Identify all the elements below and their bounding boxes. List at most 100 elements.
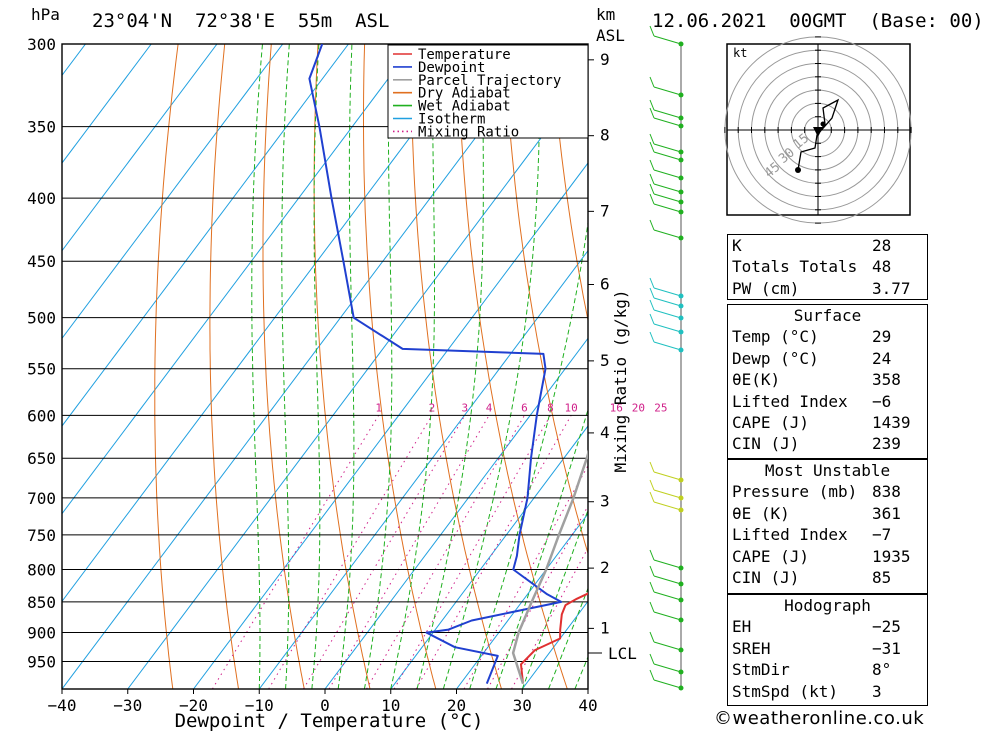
isotherm-line bbox=[62, 44, 547, 689]
axes: 1 2 3 4 6 8 10 16 20 25 −40 −30 −20 −10 0 10 20 30 40 1 2 3 4 5… bbox=[48, 50, 668, 715]
wind-barb-flag bbox=[649, 653, 655, 665]
surface-cape-label: CAPE (J) bbox=[732, 412, 810, 432]
hodograph-table-title: Hodograph bbox=[784, 596, 871, 615]
wind-barb bbox=[653, 151, 682, 161]
legend-label: Mixing Ratio bbox=[418, 124, 519, 140]
wind-barb-dot bbox=[678, 115, 684, 121]
stmdir-label: StmDir bbox=[732, 660, 790, 680]
mu-li-value: −7 bbox=[872, 525, 892, 545]
wet-adiabat-line bbox=[311, 44, 321, 689]
wind-barb bbox=[653, 35, 682, 45]
km-tick-label: 5 bbox=[600, 351, 610, 370]
wind-barb bbox=[653, 501, 682, 511]
mu-li-label: Lifted Index bbox=[732, 525, 848, 545]
mu-cape-label: CAPE (J) bbox=[732, 546, 810, 566]
isotherm-line bbox=[62, 44, 349, 427]
legend-label: Temperature bbox=[418, 47, 511, 63]
wind-barb-dot bbox=[678, 495, 684, 501]
km-tick-label: 9 bbox=[600, 50, 610, 69]
wind-barb bbox=[653, 591, 682, 601]
wind-barb-dot bbox=[678, 303, 684, 309]
wind-barb-flag bbox=[649, 99, 655, 111]
wind-barb-flag bbox=[649, 669, 655, 681]
plot-frame bbox=[61, 43, 589, 690]
wind-barb-flag bbox=[649, 141, 655, 153]
isotherm-line bbox=[62, 44, 481, 603]
wind-barb-dot bbox=[678, 685, 684, 691]
wind-barb-dot bbox=[678, 157, 684, 163]
x-tick-label: 0 bbox=[320, 696, 330, 715]
mixing-ratio-label: 3 bbox=[462, 401, 469, 414]
wind-barb bbox=[653, 297, 682, 307]
surface-dewp-label: Dewp (°C) bbox=[732, 348, 819, 368]
isotherm-line bbox=[0, 44, 20, 689]
wind-barb bbox=[653, 341, 682, 351]
km-tick-label: 3 bbox=[600, 492, 610, 511]
wind-barb-dot bbox=[678, 175, 684, 181]
x-axis-title: Dewpoint / Temperature (°C) bbox=[175, 710, 484, 732]
wet-adiabat-line bbox=[495, 407, 588, 689]
stmdir-value: 8° bbox=[872, 660, 892, 680]
wind-barb bbox=[653, 309, 682, 319]
wind-barb-dot bbox=[678, 597, 684, 603]
x-tick-label: 30 bbox=[513, 696, 532, 715]
dry-adiabat-line bbox=[410, 44, 502, 689]
pressure-tick-label: 750 bbox=[27, 526, 56, 545]
wind-barb bbox=[653, 641, 682, 651]
wind-barb-flag bbox=[649, 565, 655, 577]
hpa-unit-label: hPa bbox=[31, 5, 60, 24]
legend-box bbox=[387, 44, 589, 139]
most-unstable-table: Most Unstable Pressure (mb) 838 θE (K) 361… bbox=[727, 459, 928, 594]
wind-barb bbox=[653, 679, 682, 689]
wind-barb-dot bbox=[678, 565, 684, 571]
surface-li-value: −6 bbox=[872, 391, 892, 411]
wind-barb-flag bbox=[649, 277, 655, 289]
pressure-tick-label: 950 bbox=[27, 653, 56, 672]
wind-barb bbox=[653, 287, 682, 297]
tt-value: 48 bbox=[872, 257, 892, 277]
stmspd-value: 3 bbox=[872, 681, 882, 701]
wind-barb bbox=[653, 86, 682, 96]
mixing-ratio-line bbox=[393, 415, 551, 689]
pressure-tick-label: 450 bbox=[27, 252, 56, 271]
x-tick-label: −10 bbox=[245, 696, 274, 715]
lcl-label: LCL bbox=[608, 644, 637, 663]
series-line-parcel-trajectory bbox=[511, 449, 588, 684]
datetime-title: 12.06.2021 00GMT (Base: 00) bbox=[652, 10, 984, 32]
site-credit[interactable]: ©weatheronline.co.uk bbox=[714, 708, 925, 729]
x-tick-label: −30 bbox=[113, 696, 142, 715]
isotherm-line bbox=[456, 512, 588, 689]
hodograph-start-dot bbox=[795, 167, 801, 173]
dry-adiabat-line bbox=[924, 44, 1000, 689]
wind-barb bbox=[653, 193, 682, 203]
km-tick-label: 6 bbox=[600, 275, 610, 294]
surface-theta-value: 358 bbox=[872, 370, 901, 390]
pw-value: 3.77 bbox=[872, 278, 911, 298]
wind-barb-flag bbox=[649, 173, 655, 185]
sreh-label: SREH bbox=[732, 638, 771, 658]
mixing-ratio-line bbox=[268, 415, 433, 689]
surface-theta-label: θE(K) bbox=[732, 370, 781, 390]
wet-adiabat-line bbox=[281, 44, 290, 689]
wind-barb bbox=[653, 229, 682, 239]
surface-table: Surface Temp (°C) 29 Dewp (°C) 24 θE(K) 358… bbox=[727, 304, 928, 459]
wind-barb-dot bbox=[678, 581, 684, 587]
legend-label: Parcel Trajectory bbox=[418, 73, 561, 89]
wind-barb-flag bbox=[649, 107, 655, 119]
wind-barb-dot bbox=[678, 477, 684, 483]
mixing-ratio-label: 4 bbox=[486, 401, 493, 414]
mixing-ratio-label: 20 bbox=[632, 401, 645, 414]
surface-li-label: Lifted Index bbox=[732, 391, 848, 411]
dry-adiabat-line bbox=[363, 44, 437, 689]
series-line-dewpoint bbox=[308, 44, 563, 684]
wind-barbs bbox=[649, 25, 684, 691]
pressure-tick-label: 550 bbox=[27, 360, 56, 379]
wind-barb-flag bbox=[649, 313, 655, 325]
mixing-ratio-label: 16 bbox=[610, 401, 623, 414]
wet-adiabat-line bbox=[442, 44, 541, 689]
dry-adiabat-line bbox=[971, 44, 1000, 689]
eh-value: −25 bbox=[872, 617, 901, 637]
hodograph-table: Hodograph EH −25 SREH −31 StmDir 8° StmSpd … bbox=[727, 594, 928, 706]
wind-barb-flag bbox=[649, 25, 655, 37]
